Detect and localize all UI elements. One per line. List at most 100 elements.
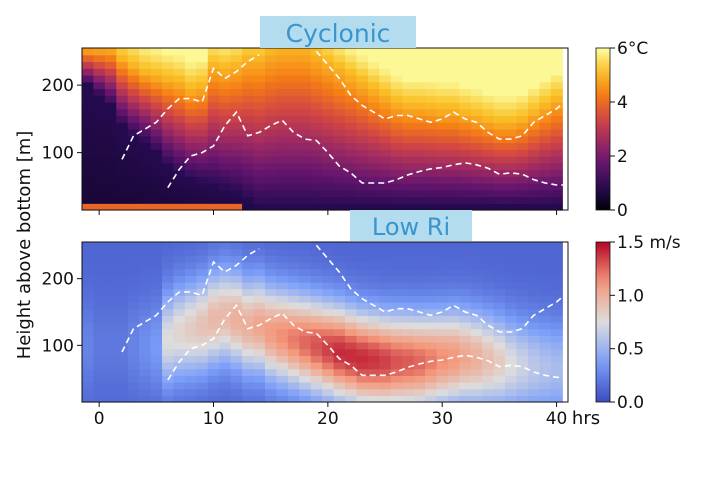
heatmap-cell: [230, 348, 243, 356]
heatmap-cell: [367, 315, 380, 323]
heatmap-cell: [127, 315, 140, 323]
heatmap-cell: [345, 255, 358, 263]
heatmap-cell: [93, 81, 106, 90]
heatmap-cell: [505, 295, 518, 303]
heatmap-cell: [402, 54, 415, 63]
heatmap-cell: [470, 162, 483, 171]
heatmap-cell: [356, 176, 369, 184]
heatmap-cell: [230, 315, 243, 323]
heatmap-cell: [333, 122, 346, 130]
heatmap-cell: [527, 328, 541, 336]
heatmap-cell: [162, 302, 175, 310]
heatmap-cell: [82, 248, 95, 256]
heatmap-cell: [367, 328, 380, 336]
heatmap-cell: [264, 295, 277, 303]
heatmap-cell: [470, 295, 483, 303]
heatmap-cell: [184, 183, 197, 191]
heatmap-cell: [127, 282, 140, 290]
heatmap-cell: [139, 295, 152, 303]
heatmap-cell: [173, 135, 186, 144]
heatmap-cell: [436, 328, 449, 336]
heatmap-cell: [379, 282, 392, 290]
heatmap-cell: [550, 322, 563, 330]
heatmap-cell: [539, 255, 552, 263]
heatmap-cell: [379, 142, 392, 150]
colorbar-tick-label: 0: [617, 201, 628, 221]
heatmap-cell: [162, 162, 175, 171]
heatmap-cell: [173, 115, 186, 123]
heatmap-cell: [390, 183, 403, 191]
heatmap-cell: [425, 203, 438, 211]
heatmap-cell: [333, 189, 346, 198]
heatmap-cell: [516, 302, 529, 310]
heatmap-cell: [116, 68, 129, 76]
heatmap-cell: [310, 375, 323, 383]
heatmap-cell: [413, 335, 426, 343]
heatmap-cell: [333, 382, 346, 390]
heatmap-cell: [527, 348, 541, 356]
heatmap-cell: [425, 189, 438, 198]
heatmap-cell: [505, 315, 518, 323]
heatmap-cell: [516, 348, 529, 356]
heatmap-cell: [310, 282, 323, 290]
heatmap-cell: [139, 242, 152, 250]
heatmap-cell: [162, 135, 175, 144]
heatmap-cell: [127, 189, 140, 198]
heatmap-cell: [184, 135, 197, 144]
heatmap-cell: [333, 295, 346, 303]
heatmap-cell: [299, 189, 312, 198]
heatmap-cell: [82, 122, 95, 130]
heatmap-cell: [345, 302, 358, 310]
heatmap-cell: [390, 81, 403, 90]
heatmap-cell: [470, 308, 483, 316]
heatmap-cell: [402, 248, 415, 256]
heatmap-cell: [390, 48, 403, 56]
heatmap-cell: [116, 382, 129, 390]
heatmap-cell: [459, 328, 472, 336]
heatmap-cell: [482, 169, 495, 177]
heatmap-cell: [116, 129, 129, 137]
heatmap-cell: [527, 122, 541, 130]
heatmap-cell: [505, 102, 518, 110]
heatmap-cell: [242, 203, 255, 211]
heatmap-cell: [276, 242, 289, 250]
heatmap-cell: [539, 308, 552, 316]
heatmap-cell: [253, 262, 266, 270]
heatmap-cell: [447, 295, 460, 303]
heatmap-cell: [527, 142, 541, 150]
heatmap-cell: [93, 115, 106, 123]
heatmap-cell: [539, 196, 552, 204]
heatmap-cell: [379, 102, 392, 110]
heatmap-cell: [333, 282, 346, 290]
heatmap-cell: [470, 255, 483, 263]
heatmap-cell: [299, 295, 312, 303]
heatmap-cell: [539, 348, 552, 356]
heatmap-cell: [299, 388, 312, 396]
heatmap-cell: [482, 295, 495, 303]
heatmap-cell: [230, 102, 243, 110]
heatmap-cell: [459, 95, 472, 103]
heatmap-cell: [390, 295, 403, 303]
heatmap-cell: [447, 255, 460, 263]
heatmap-cell: [93, 162, 106, 171]
heatmap-cell: [425, 388, 438, 396]
heatmap-cell: [287, 382, 300, 390]
heatmap-cell: [207, 122, 220, 130]
heatmap-cell: [356, 169, 369, 177]
heatmap-cell: [516, 95, 529, 103]
heatmap-cell: [345, 368, 358, 376]
heatmap-cell: [230, 308, 243, 316]
heatmap-cell: [470, 268, 483, 276]
heatmap-cell: [196, 135, 209, 144]
heatmap-cell: [322, 375, 335, 383]
heatmap-cell: [207, 149, 220, 157]
heatmap-cell: [516, 54, 529, 63]
heatmap-cell: [93, 142, 106, 150]
heatmap-cell: [402, 149, 415, 157]
heatmap-cell: [436, 189, 449, 198]
heatmap-cell: [436, 115, 449, 123]
heatmap-cell: [116, 169, 129, 177]
heatmap-cell: [253, 149, 266, 157]
heatmap-cell: [184, 342, 197, 350]
heatmap-cell: [93, 375, 106, 383]
